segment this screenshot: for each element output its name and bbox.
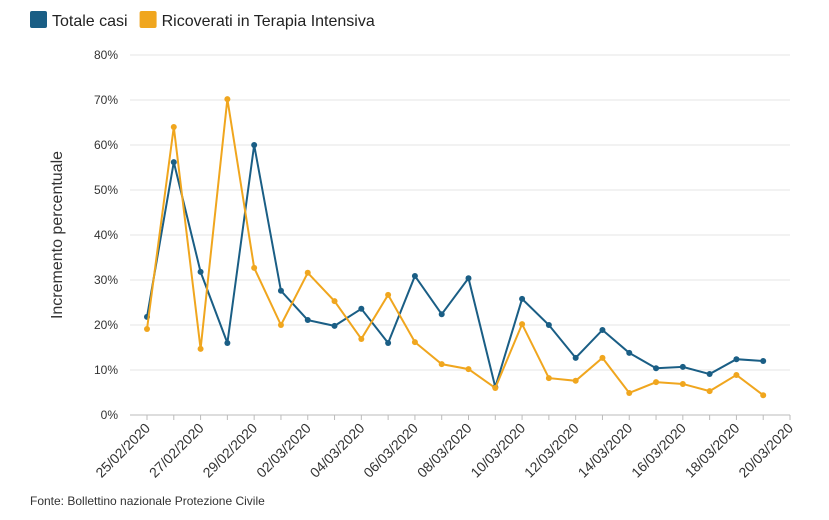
y-tick-label: 40% [94,228,118,242]
x-tick-label: 10/03/2020 [467,420,528,481]
data-point [599,326,606,333]
y-tick-label: 80% [94,48,118,62]
data-point [465,366,472,373]
data-point [358,335,365,342]
data-point [519,321,526,328]
data-point [760,392,767,399]
x-tick-label: 16/03/2020 [628,420,689,481]
legend-swatch [139,11,157,28]
data-point [277,322,284,328]
data-point [492,385,499,391]
data-point [706,388,713,395]
data-point [599,354,606,361]
data-point [304,269,311,276]
data-point [545,375,552,382]
data-point [519,295,526,302]
data-point [385,340,392,346]
data-point [170,124,177,130]
data-point [438,361,445,368]
data-point [572,354,579,361]
data-point [626,389,633,396]
data-point [304,317,311,324]
data-point [733,356,740,363]
series-line [146,98,764,396]
data-point [438,311,445,318]
data-point [331,298,338,305]
series-line [146,144,764,391]
data-point [572,377,579,384]
data-point [653,365,660,372]
x-tick-label: 18/03/2020 [682,420,743,481]
data-point [706,371,713,378]
y-tick-label: 20% [94,318,118,332]
y-tick-label: 0% [101,408,119,422]
data-point [545,322,552,328]
x-tick-label: 02/03/2020 [253,420,314,481]
data-point [277,287,284,294]
data-point [358,305,365,312]
y-axis-label: Incremento percentuale [49,151,66,319]
data-point [197,268,204,275]
data-point [411,272,418,279]
data-point [385,291,392,298]
y-tick-label: 60% [94,138,118,152]
y-tick-label: 10% [94,363,118,377]
data-point [197,345,204,352]
data-point [224,96,231,103]
data-point [411,339,418,346]
y-tick-label: 30% [94,273,118,287]
x-tick-label: 08/03/2020 [414,420,475,481]
x-tick-label: 12/03/2020 [521,420,582,481]
x-tick-label: 29/02/2020 [199,420,260,481]
data-point [679,363,686,370]
data-point [626,349,633,356]
x-tick-label: 06/03/2020 [360,420,421,481]
x-tick-label: 20/03/2020 [735,420,796,481]
data-point [679,380,686,387]
data-point [251,264,258,271]
legend: Totale casi Ricoverati in Terapia Intensi… [30,11,375,30]
x-tick-label: 25/02/2020 [92,420,153,481]
legend-label: Totale casi [52,13,128,30]
data-point [144,326,150,333]
y-tick-label: 50% [94,183,118,197]
data-point [760,358,767,364]
data-point [331,322,338,329]
legend-swatch [30,11,47,28]
source: Fonte: Bollettino nazionale Protezione C… [30,494,265,508]
data-point [251,142,258,148]
data-point [733,371,740,378]
data-point [224,340,231,346]
data-point [465,275,472,282]
x-tick-label: 14/03/2020 [575,420,636,481]
legend-label: Ricoverati in Terapia Intensiva [162,13,375,30]
x-tick-label: 27/02/2020 [146,420,207,481]
data-point [653,379,660,386]
data-point [170,159,177,166]
x-tick-label: 04/03/2020 [307,420,368,481]
y-tick-label: 70% [94,93,118,107]
